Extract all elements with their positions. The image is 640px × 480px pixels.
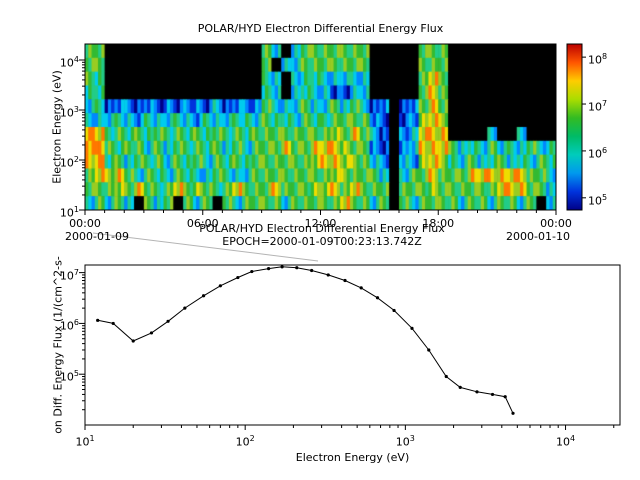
bottom-chart-title: POLAR/HYD Electron Differential Energy F… [199,222,445,235]
line-plot-area[interactable] [85,265,620,425]
bottom-x-tick-label: 103 [395,434,415,449]
top-y-tick-label: 101 [59,205,79,220]
bottom-x-tick-label: 101 [75,434,95,449]
bottom-y-tick-label: 105 [59,369,79,384]
colorbar-tick-label: 105 [588,192,608,208]
bottom-y-tick-label: 106 [59,318,79,334]
top-x-tick-label: 18:00 [422,217,455,230]
spectrogram-plot-area[interactable] [85,44,556,210]
top-x-tick-label: 00:00 [540,217,572,230]
colorbar-tick-label: 106 [588,145,608,161]
top-chart-title: POLAR/HYD Electron Differential Energy F… [197,22,444,35]
bottom-x-tick-label: 102 [235,434,255,449]
colorbar-tick-label: 108 [588,52,608,67]
top-y-tick-label: 104 [59,55,79,70]
colorbar [567,44,582,210]
end-date-label: 2000-01-10 [506,230,570,243]
top-x-tick-label: 12:00 [304,217,337,230]
bottom-y-tick-label: 107 [59,267,79,283]
bottom-y-axis-label: on Diff. Energy Flux (1/(cm^2-s- [51,256,65,434]
top-x-tick-label: 06:00 [186,217,219,230]
bottom-x-tick-label: 104 [555,434,576,449]
colorbar-tick-label: 107 [588,99,608,114]
start-date-label: 2000-01-09 [65,230,129,243]
top-y-tick-label: 103 [59,105,79,120]
top-y-tick-label: 102 [59,155,79,170]
bottom-x-axis-label: Electron Energy (eV) [295,451,410,464]
bottom-chart-subtitle: EPOCH=2000-01-09T00:23:13.742Z [222,235,422,248]
top-x-tick-label: 00:00 [69,217,101,230]
